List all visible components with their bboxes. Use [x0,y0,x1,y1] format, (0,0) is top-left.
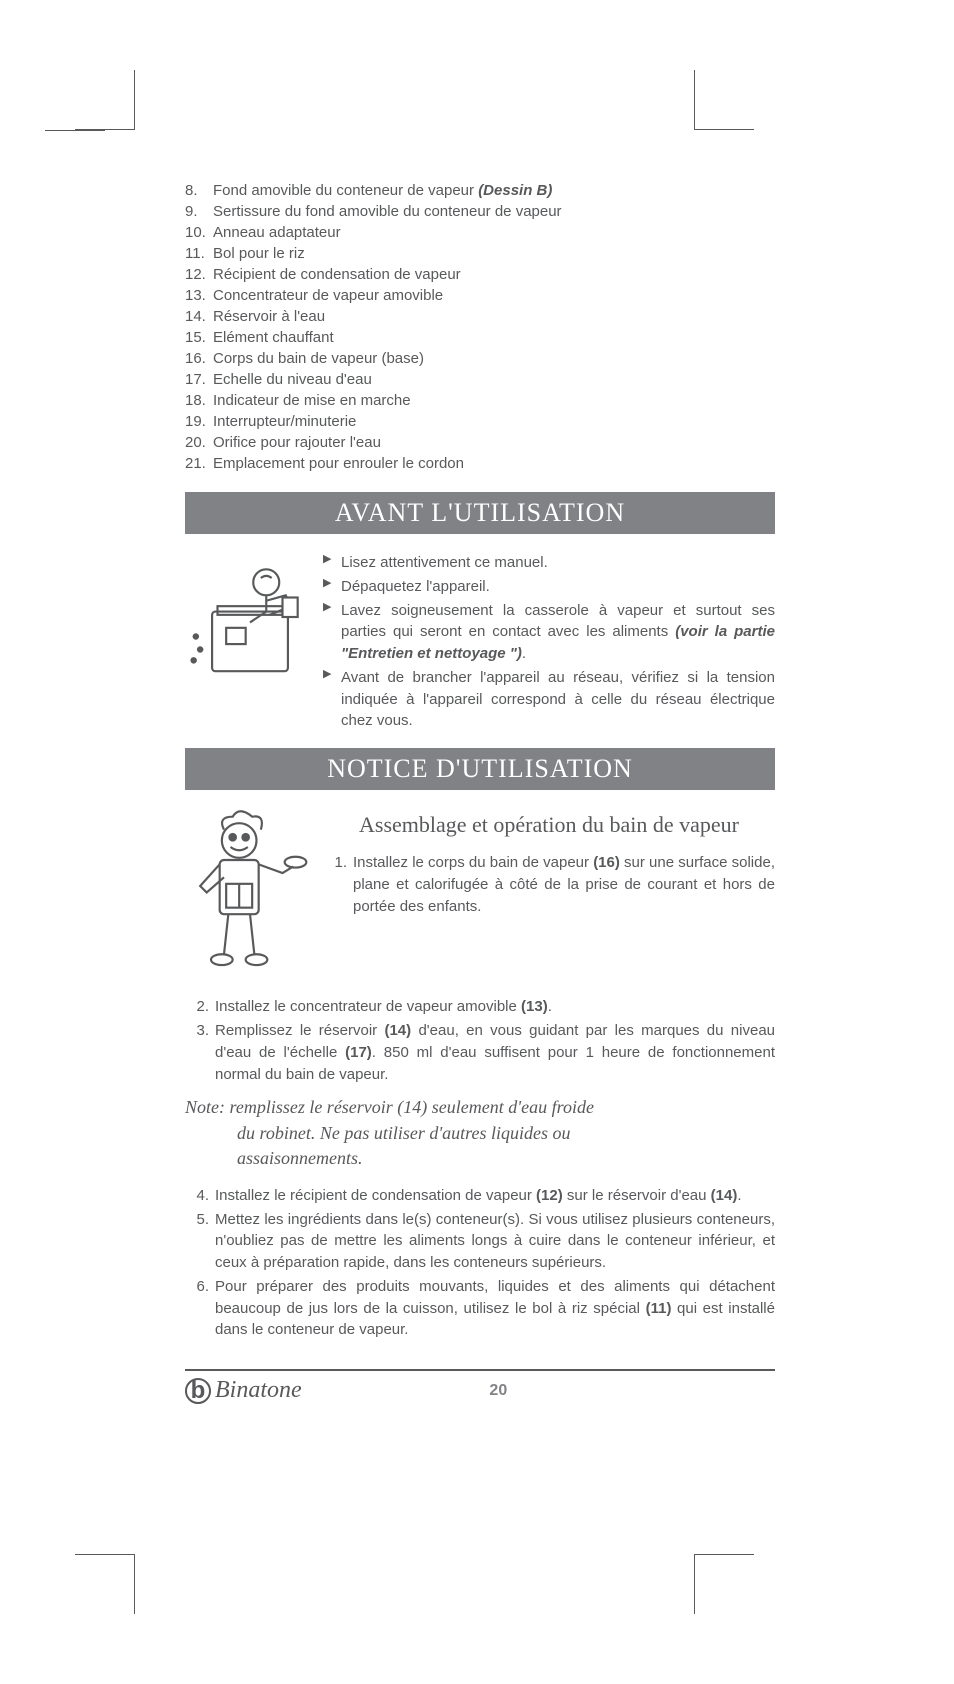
parts-list: 8.Fond amovible du conteneur de vapeur (… [185,180,775,474]
logo-mark-icon: b [185,1378,211,1404]
avant-block: ▶Lisez attentivement ce manuel.▶Dépaquet… [185,552,775,734]
parts-list-item: 12.Récipient de condensation de vapeur [185,264,775,285]
bullet-item: ▶Avant de brancher l'appareil au réseau,… [323,667,775,732]
step-item: 2.Installez le concentrateur de vapeur a… [185,996,775,1018]
parts-list-item: 8.Fond amovible du conteneur de vapeur (… [185,180,775,201]
sub-heading: Assemblage et opération du bain de vapeu… [323,812,775,838]
parts-list-item: 20.Orifice pour rajouter l'eau [185,432,775,453]
note-line: assaisonnements. [185,1146,775,1171]
section-banner-notice: NOTICE D'UTILISATION [185,748,775,790]
parts-list-item: 14.Réservoir à l'eau [185,306,775,327]
parts-list-item: 19.Interrupteur/minuterie [185,411,775,432]
parts-list-item: 18.Indicateur de mise en marche [185,390,775,411]
steps-top: 1.Installez le corps du bain de vapeur (… [323,852,775,917]
note-line: Note: remplissez le réservoir (14) seule… [185,1095,775,1120]
parts-list-item: 17.Echelle du niveau d'eau [185,369,775,390]
bullet-item: ▶Lisez attentivement ce manuel. [323,552,775,574]
avant-bullets: ▶Lisez attentivement ce manuel.▶Dépaquet… [323,552,775,734]
parts-list-item: 13.Concentrateur de vapeur amovible [185,285,775,306]
parts-list-item: 10.Anneau adaptateur [185,222,775,243]
section-banner-avant: AVANT L'UTILISATION [185,492,775,534]
crop-mark [75,70,135,130]
parts-list-item: 15.Elément chauffant [185,327,775,348]
page-number: 20 [222,1382,775,1400]
page-content: 8.Fond amovible du conteneur de vapeur (… [185,180,775,1404]
parts-list-item: 9.Sertissure du fond amovible du contene… [185,201,775,222]
step-item: 5.Mettez les ingrédients dans le(s) cont… [185,1209,775,1274]
footer: b Binatone 20 [185,1369,775,1404]
step-item: 3.Remplissez le réservoir (14) d'eau, en… [185,1020,775,1085]
parts-list-item: 16.Corps du bain de vapeur (base) [185,348,775,369]
notice-block: Assemblage et opération du bain de vapeu… [185,808,775,986]
step-item: 4.Installez le récipient de condensation… [185,1185,775,1207]
crop-mark [694,1554,754,1614]
steps-mid: 2.Installez le concentrateur de vapeur a… [185,996,775,1085]
step-item: 6.Pour préparer des produits mouvants, l… [185,1276,775,1341]
bullet-item: ▶Dépaquetez l'appareil. [323,576,775,598]
steps-bottom: 4.Installez le récipient de condensation… [185,1185,775,1341]
step-item: 1.Installez le corps du bain de vapeur (… [323,852,775,917]
illustration-chef [185,808,315,986]
note-block: Note: remplissez le réservoir (14) seule… [185,1095,775,1171]
crop-mark [75,1554,135,1614]
illustration-reader [185,552,315,687]
bullet-item: ▶Lavez soigneusement la casserole à vape… [323,600,775,665]
note-line: du robinet. Ne pas utiliser d'autres liq… [185,1121,775,1146]
parts-list-item: 11.Bol pour le riz [185,243,775,264]
parts-list-item: 21.Emplacement pour enrouler le cordon [185,453,775,474]
crop-mark [694,70,754,130]
